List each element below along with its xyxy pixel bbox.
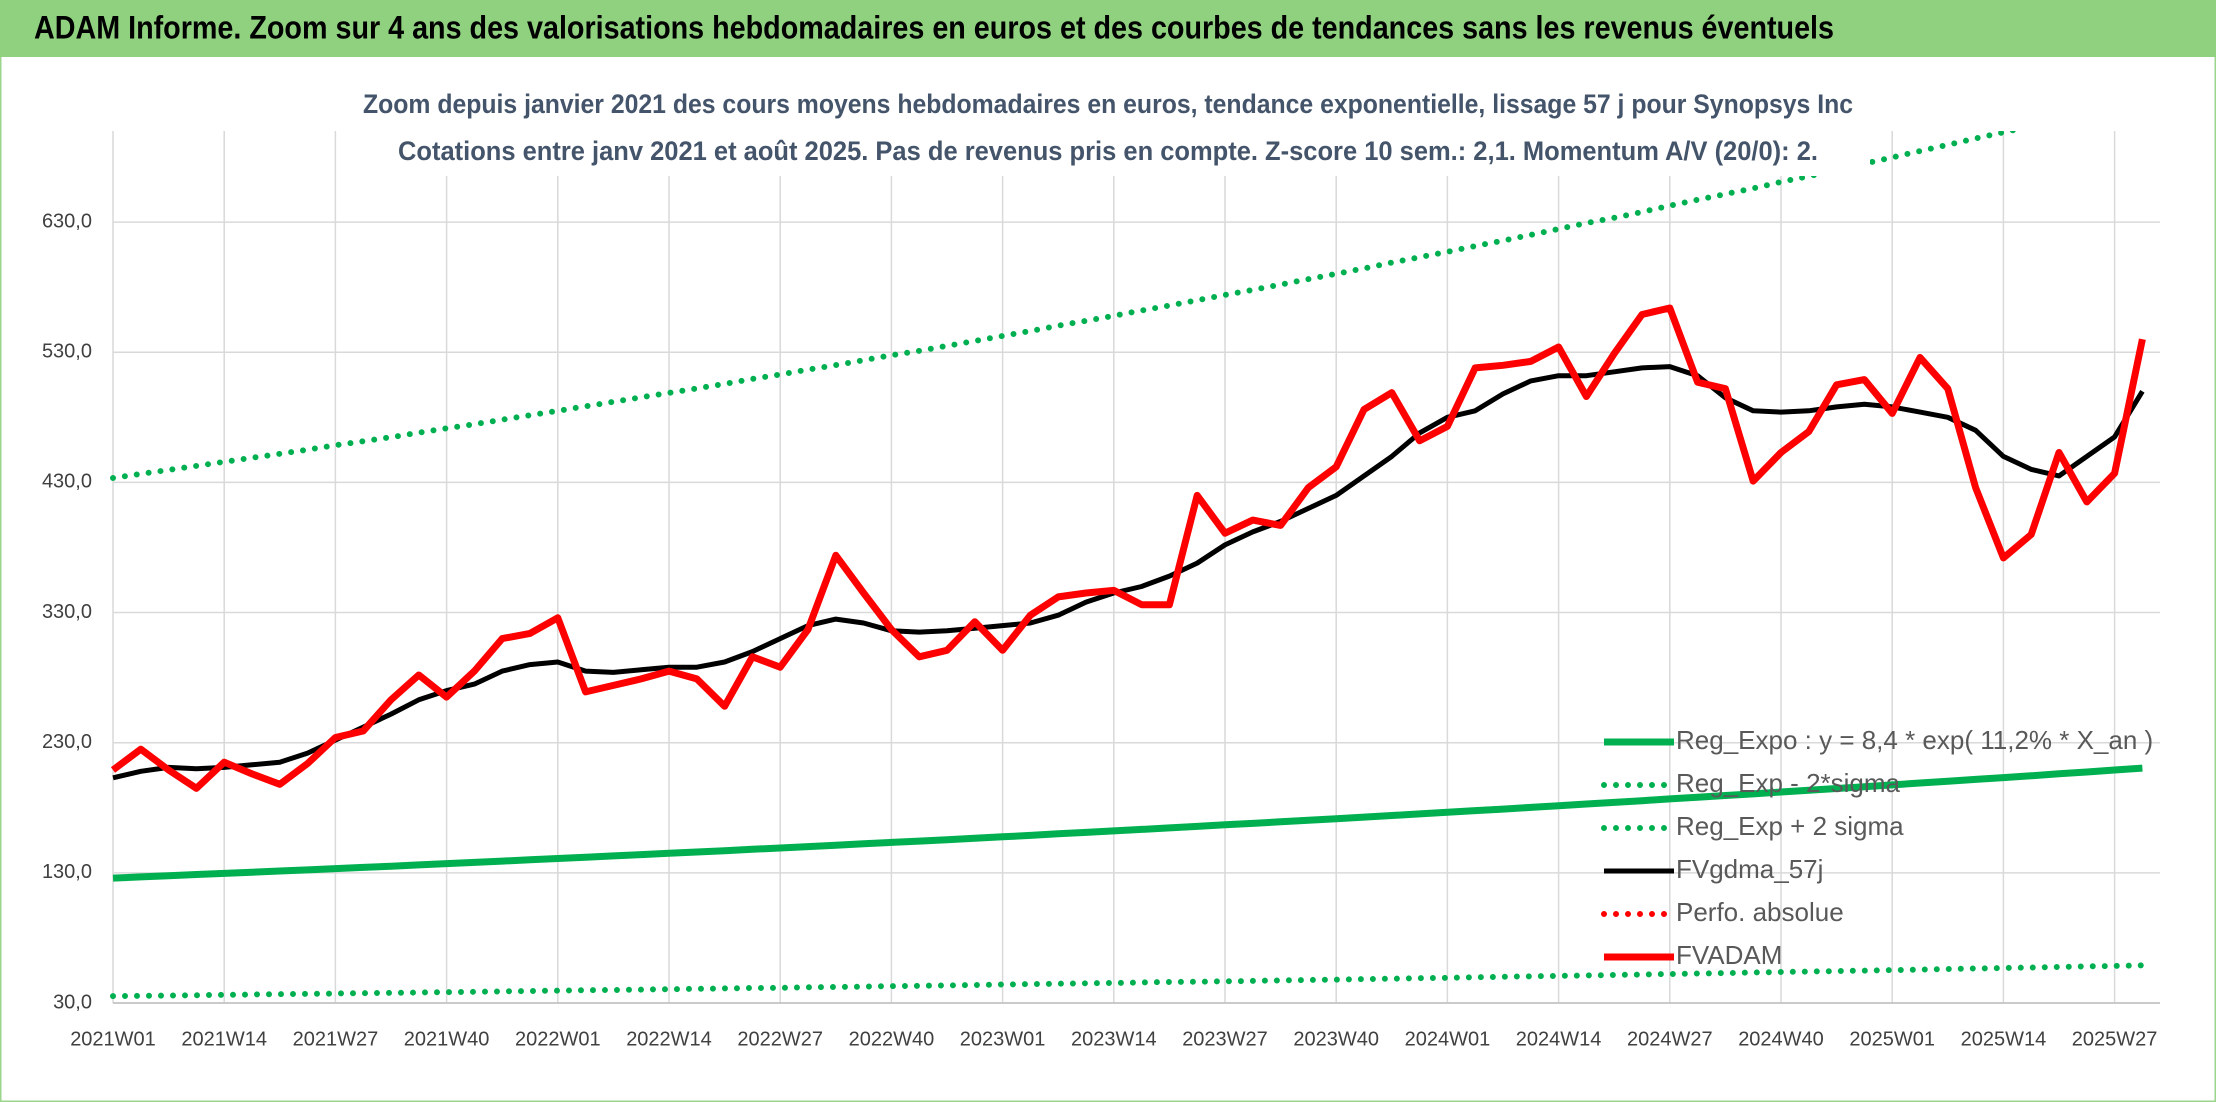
y-tick-label: 530,0 — [42, 341, 92, 363]
legend-label: FVgdma_57j — [1676, 854, 1823, 884]
y-tick-label: 330,0 — [42, 601, 92, 623]
x-tick-label: 2023W27 — [1182, 1028, 1268, 1050]
y-tick-label: 430,0 — [42, 471, 92, 493]
x-tick-label: 2022W27 — [737, 1028, 823, 1050]
series-line — [110, 131, 2024, 481]
x-tick-label: 2023W40 — [1293, 1028, 1379, 1050]
x-tick-label: 2021W01 — [70, 1028, 156, 1050]
x-tick-label: 2023W14 — [1071, 1028, 1157, 1050]
y-tick-label: 230,0 — [42, 731, 92, 753]
x-tick-label: 2022W01 — [515, 1028, 601, 1050]
x-tick-label: 2021W14 — [181, 1028, 267, 1050]
legend-label: FVADAM — [1676, 940, 1782, 970]
x-tick-label: 2025W27 — [2072, 1028, 2158, 1050]
x-tick-label: 2024W40 — [1738, 1028, 1824, 1050]
x-tick-label: 2024W27 — [1627, 1028, 1713, 1050]
legend-label: Perfo. absolue — [1676, 897, 1844, 927]
overlay: Zoom depuis janvier 2021 des cours moyen… — [340, 86, 2153, 970]
series-line — [110, 962, 2146, 1000]
x-tick-label: 2022W40 — [849, 1028, 935, 1050]
x-tick-label: 2023W01 — [960, 1028, 1046, 1050]
legend-label: Reg_Expo : y = 8,4 * exp( 11,2% * X_an ) — [1676, 725, 2153, 755]
x-tick-label: 2024W01 — [1405, 1028, 1491, 1050]
legend-label: Reg_Exp + 2 sigma — [1676, 811, 1904, 841]
header-bar — [0, 0, 2216, 57]
x-tick-label: 2021W40 — [404, 1028, 490, 1050]
plot — [110, 131, 2146, 1000]
x-tick-label: 2024W14 — [1516, 1028, 1602, 1050]
x-tick-label: 2022W14 — [626, 1028, 712, 1050]
series-line — [112, 764, 2143, 882]
series-line — [110, 304, 2146, 792]
title-bg — [340, 86, 1870, 176]
chart-title: Zoom depuis janvier 2021 des cours moyen… — [363, 89, 1853, 119]
chart-subtitle: Cotations entre janv 2021 et août 2025. … — [398, 136, 1818, 166]
x-tick-label: 2025W01 — [1849, 1028, 1935, 1050]
y-tick-label: 630,0 — [42, 210, 92, 232]
y-tick-label: 130,0 — [42, 861, 92, 883]
grid: 30,0 130,0 230,0 330,0 430,0 530,0 630,0 2021W0… — [42, 131, 2160, 1050]
y-tick-label: 30,0 — [53, 991, 92, 1013]
x-tick-label: 2025W14 — [1961, 1028, 2047, 1050]
x-tick-label: 2021W27 — [293, 1028, 379, 1050]
legend-label: Reg_Exp - 2*sigma — [1676, 768, 1901, 798]
header-title: ADAM Informe. Zoom sur 4 ans des valoris… — [34, 9, 1834, 45]
